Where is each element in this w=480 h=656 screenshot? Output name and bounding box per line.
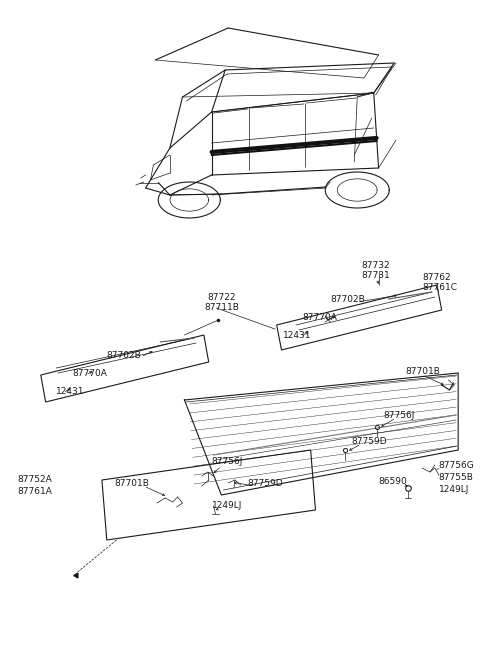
Text: 87756J: 87756J [384, 411, 415, 419]
Text: 1249LJ: 1249LJ [212, 501, 242, 510]
Text: 87762: 87762 [422, 274, 451, 283]
Text: 87755B: 87755B [439, 472, 474, 482]
Text: 87711B: 87711B [204, 304, 239, 312]
Text: 87756J: 87756J [212, 457, 243, 466]
Text: 87701B: 87701B [406, 367, 441, 377]
Text: 12431: 12431 [56, 388, 85, 396]
Text: 12431: 12431 [284, 331, 312, 340]
Text: 87756G: 87756G [439, 461, 475, 470]
Text: 1249LJ: 1249LJ [439, 485, 469, 493]
Text: 87759D: 87759D [351, 438, 387, 447]
Text: 87761C: 87761C [422, 283, 457, 293]
Text: 87770A: 87770A [73, 369, 108, 377]
Text: 87770A: 87770A [303, 314, 338, 323]
Text: 87752A: 87752A [17, 476, 52, 485]
Text: 87701B: 87701B [115, 478, 149, 487]
Text: 87702B: 87702B [330, 295, 365, 304]
Text: 87731: 87731 [361, 270, 390, 279]
Text: 87732: 87732 [361, 260, 390, 270]
Text: 87759D: 87759D [248, 478, 283, 487]
Text: 87702B: 87702B [107, 350, 142, 359]
Text: 87761A: 87761A [17, 487, 52, 497]
Text: 87722: 87722 [207, 293, 236, 302]
Text: 86590: 86590 [379, 478, 408, 487]
